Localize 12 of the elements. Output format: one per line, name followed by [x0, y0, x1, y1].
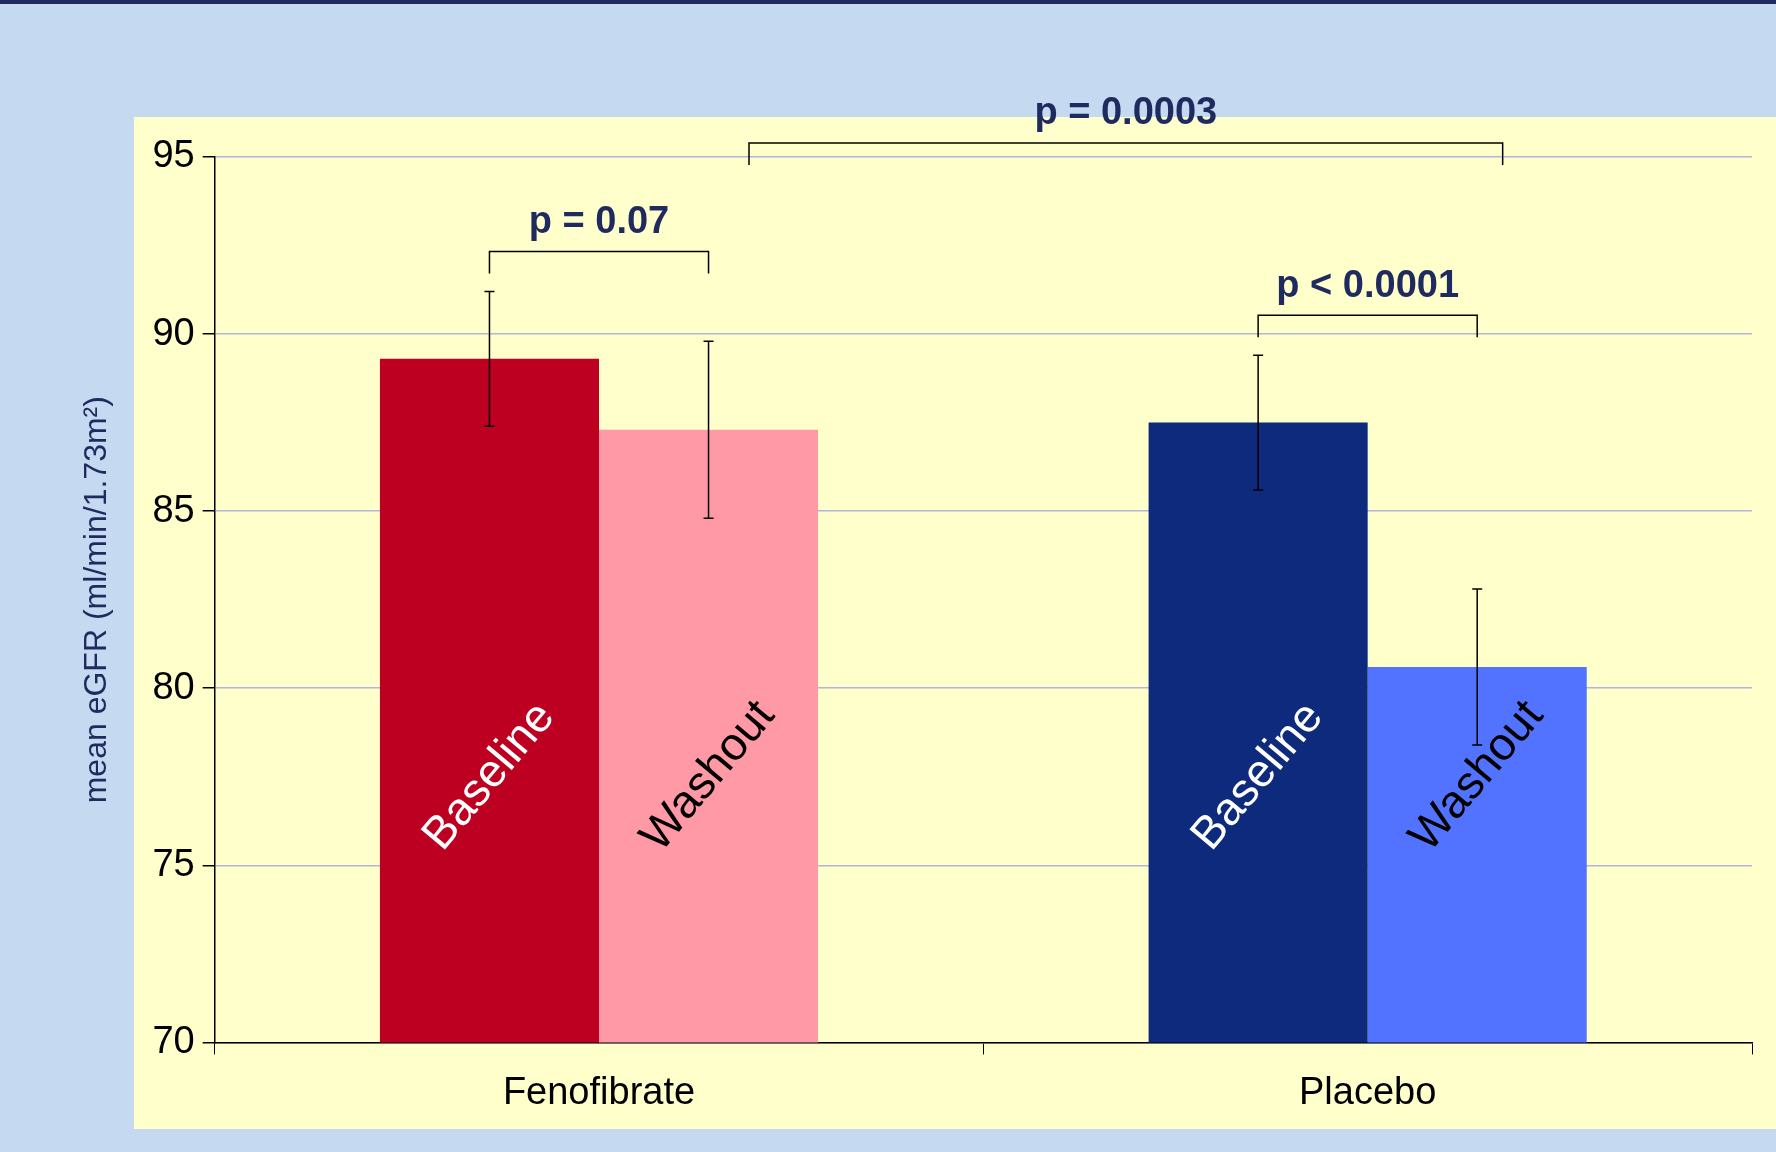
y-tick-label: 80 — [152, 664, 195, 707]
y-tick-label: 75 — [152, 841, 195, 884]
y-tick-label: 70 — [152, 1018, 195, 1061]
annotation: p < 0.0001 — [1276, 262, 1460, 305]
x-tick-label: Fenofibrate — [502, 1069, 696, 1112]
text: p = 0.0003 — [1034, 90, 1218, 133]
y-axis-title: mean eGFR (ml/min/1.73m²) — [77, 396, 114, 804]
x-tick-label: Placebo — [1299, 1069, 1437, 1112]
y-tick-label: 95 — [152, 133, 195, 176]
y-tick-label: 90 — [152, 310, 195, 353]
annotation: p = 0.07 — [528, 199, 670, 242]
y-tick-label: 85 — [152, 487, 195, 530]
